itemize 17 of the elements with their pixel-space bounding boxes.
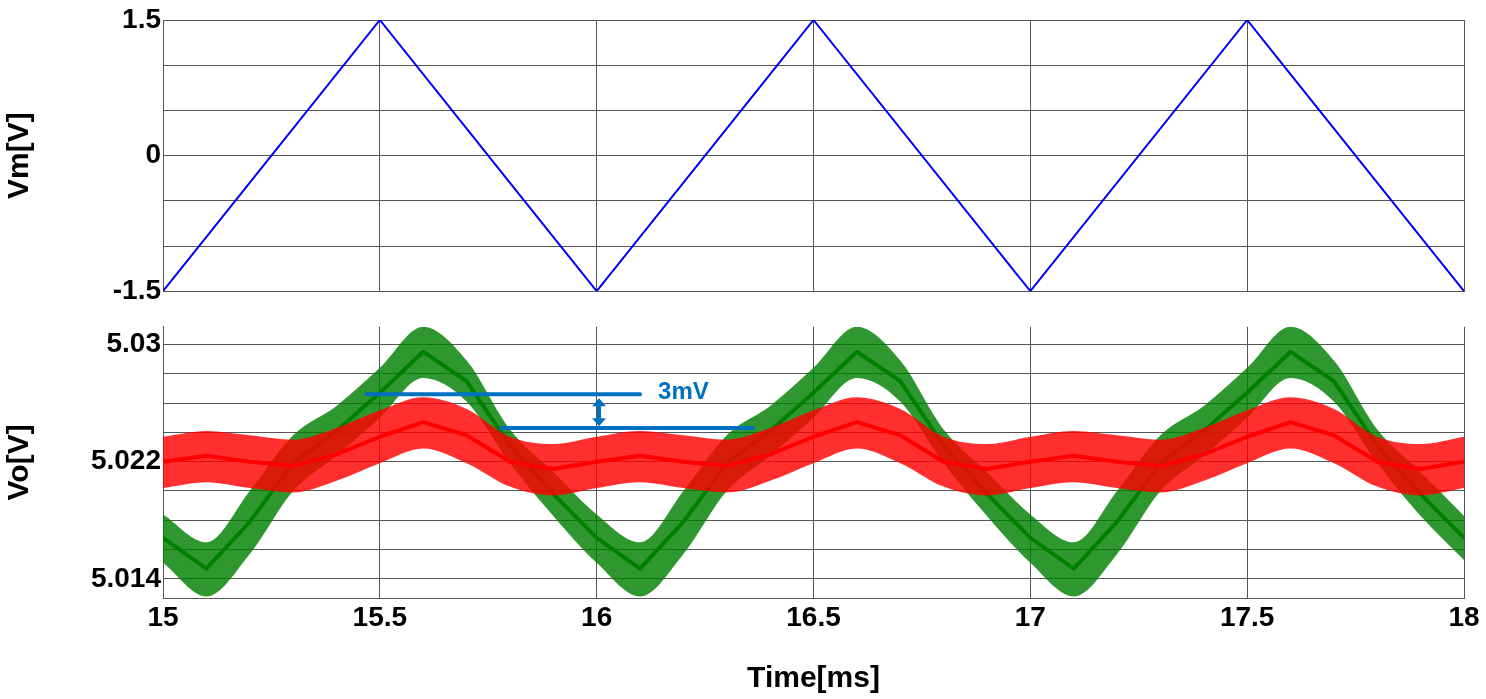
annotation: 3mV [658, 376, 709, 404]
x-tick-label: 18 [1448, 600, 1480, 632]
y-axis-title: Vo[V] [1, 424, 35, 501]
y-tick-label: 1.5 [122, 2, 161, 34]
y-axis-title: Vm[V] [1, 112, 35, 199]
y-tick-label: 5.014 [90, 561, 162, 593]
x-tick-label: 17 [1014, 600, 1046, 632]
x-tick-label: 16 [581, 600, 613, 632]
y-tick-label: -1.5 [112, 273, 161, 305]
x-axis-title: Time[ms] [747, 660, 880, 694]
x-tick-label: 15.5 [352, 600, 408, 632]
y-tick-label: 0 [145, 138, 161, 170]
y-tick-label: 5.022 [90, 444, 161, 476]
x-tick-label: 15 [147, 600, 179, 632]
x-tick-label: 16.5 [786, 600, 841, 632]
y-tick-label: 5.03 [106, 327, 161, 359]
x-tick-label: 17.5 [1219, 600, 1275, 632]
